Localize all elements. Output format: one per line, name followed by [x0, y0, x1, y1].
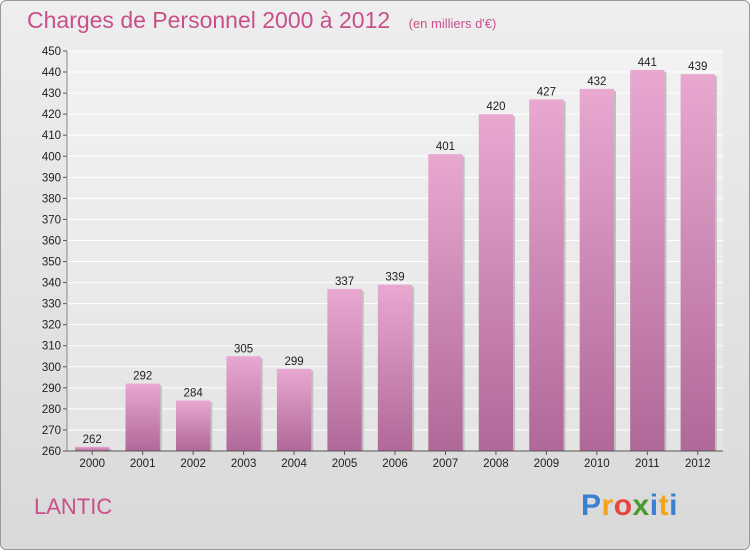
- bar: [75, 446, 110, 451]
- bar-value-label: 292: [133, 371, 152, 383]
- y-tick-label: 350: [42, 257, 61, 269]
- logo-letter: t: [658, 489, 670, 522]
- bar-value-label: 305: [234, 343, 253, 355]
- y-tick-label: 310: [42, 341, 61, 353]
- y-tick-label: 270: [42, 425, 61, 437]
- proxiti-logo: Proxiti: [581, 489, 678, 523]
- y-tick-label: 450: [42, 46, 61, 58]
- bar-value-label: 432: [587, 76, 606, 88]
- y-tick-label: 430: [42, 88, 61, 100]
- y-axis: 260 270 280 290 300 310 320 330 340 350 360 370 380 3…: [42, 46, 68, 458]
- x-axis: 2000 2001 2002 2003 2004 2005 2006 2007 2008 2009…: [79, 451, 711, 470]
- x-tick-label: 2010: [584, 458, 610, 470]
- bar: [175, 400, 211, 451]
- logo-letter: x: [632, 489, 650, 522]
- y-tick-label: 320: [42, 320, 61, 332]
- bar-value-label: 439: [688, 61, 707, 73]
- bars: 262 292 284 305 299 337 339 401 420 427 432 441 439: [75, 57, 717, 452]
- y-tick-label: 400: [42, 151, 61, 163]
- bar-value-label: 441: [638, 57, 657, 69]
- y-tick-label: 330: [42, 299, 61, 311]
- bar: [125, 383, 160, 451]
- y-tick-label: 420: [42, 109, 61, 121]
- bar: [630, 69, 665, 452]
- logo-letter: i: [649, 489, 659, 522]
- y-tick-label: 280: [42, 404, 61, 416]
- bar-value-label: 401: [436, 141, 455, 153]
- x-tick-label: 2012: [685, 458, 711, 470]
- bar-value-label: 284: [184, 387, 204, 399]
- y-tick-label: 340: [42, 278, 61, 290]
- logo-letter: P: [581, 489, 602, 522]
- bar: [428, 154, 463, 451]
- x-tick-label: 2003: [231, 458, 257, 470]
- bar-value-label: 420: [486, 101, 505, 113]
- bar-value-label: 299: [284, 356, 303, 368]
- chart-unit: (en milliers d'€): [408, 16, 497, 31]
- y-tick-label: 360: [42, 235, 61, 247]
- x-tick-label: 2001: [130, 458, 156, 470]
- x-tick-label: 2006: [382, 458, 408, 470]
- bar: [680, 74, 715, 451]
- y-tick-label: 300: [42, 362, 61, 374]
- y-tick-label: 370: [42, 214, 61, 226]
- y-tick-label: 440: [42, 67, 61, 79]
- bar-value-label: 262: [83, 434, 102, 446]
- x-tick-label: 2011: [635, 458, 660, 470]
- x-tick-label: 2007: [433, 458, 459, 470]
- y-tick-label: 290: [42, 383, 61, 395]
- bar-value-label: 427: [537, 86, 556, 98]
- logo-letter: o: [613, 489, 633, 522]
- chart-title: Charges de Personnel 2000 à 2012: [27, 7, 391, 33]
- bar: [226, 356, 261, 451]
- logo-letter: r: [601, 489, 614, 522]
- x-tick-label: 2000: [79, 458, 105, 470]
- y-tick-label: 410: [42, 130, 61, 142]
- logo-letter: i: [669, 489, 678, 522]
- bar-value-label: 337: [335, 276, 354, 288]
- y-tick-label: 390: [42, 172, 61, 184]
- bar: [276, 368, 312, 451]
- x-tick-label: 2004: [281, 458, 307, 470]
- bar: [529, 99, 564, 451]
- y-tick-label: 380: [42, 193, 61, 205]
- bar: [579, 88, 615, 451]
- y-tick-label: 260: [42, 446, 61, 458]
- x-tick-label: 2009: [534, 458, 560, 470]
- bar: [478, 114, 514, 451]
- commune-name: LANTIC: [34, 494, 113, 519]
- title-row: Charges de Personnel 2000 à 2012 (en mil…: [27, 7, 496, 34]
- bar: [327, 288, 362, 451]
- x-tick-label: 2008: [483, 458, 509, 470]
- bar: [377, 284, 413, 451]
- x-tick-label: 2002: [180, 458, 206, 470]
- bar-value-label: 339: [385, 272, 404, 284]
- x-tick-label: 2005: [332, 458, 358, 470]
